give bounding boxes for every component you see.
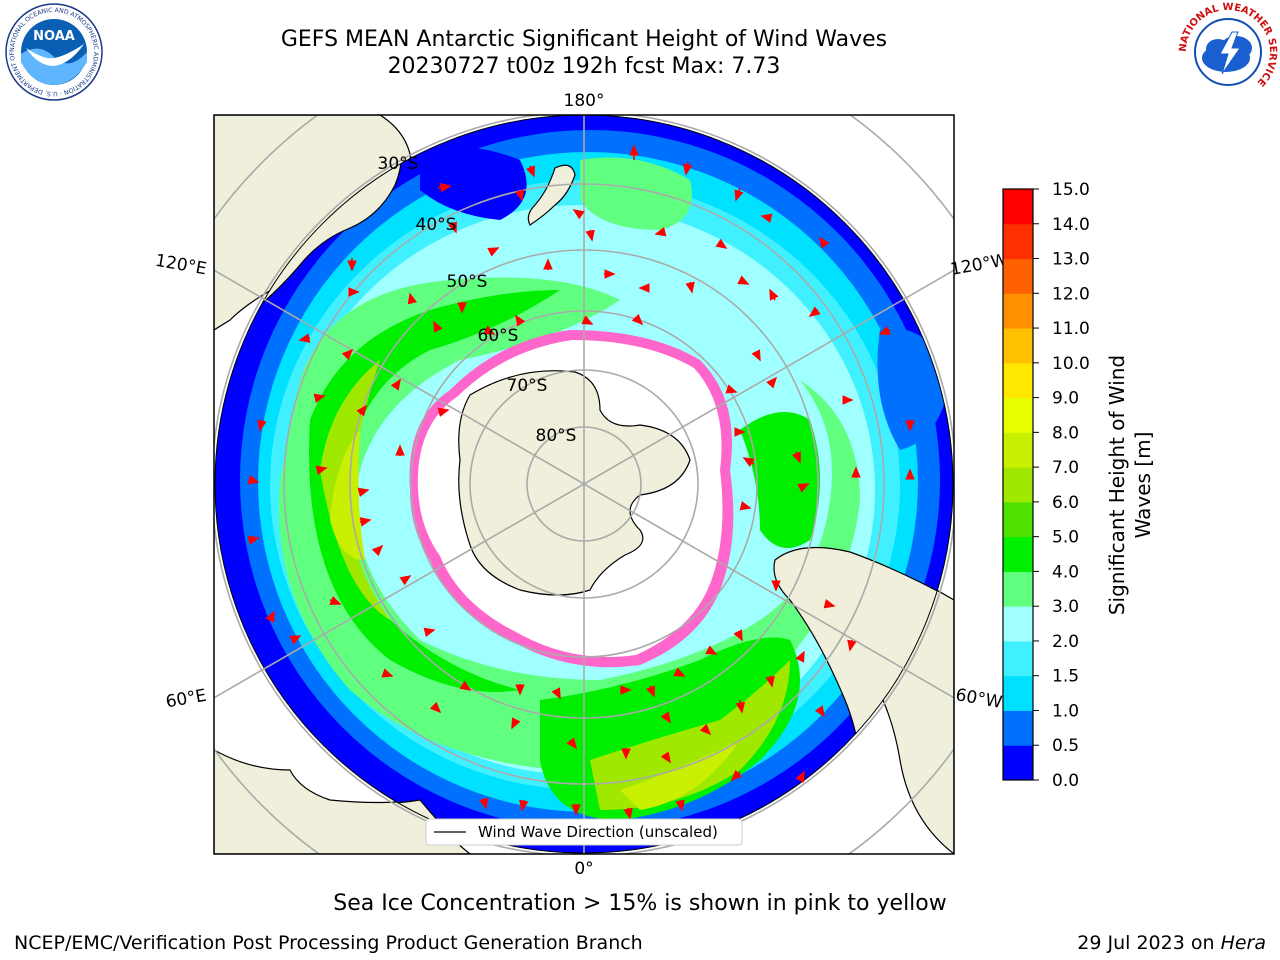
colorbar: 0.0 0.5 1.0 1.5 2.0 3.0 4.0 5.0 6.0 7.0 8.0 9.0 10.0… [1002,180,1090,791]
colorbar-tick-label: 15.0 [1052,180,1090,200]
colorbar-label-line2: Waves [m] [1131,432,1155,539]
sea-ice-note: Sea Ice Concentration > 15% is shown in … [333,891,947,916]
map-legend-label: Wind Wave Direction (unscaled) [478,823,718,841]
colorbar-tick-label: 12.0 [1052,284,1090,304]
colorbar-tick-label: 2.0 [1052,632,1079,652]
colorbar-tick-label: 8.0 [1052,423,1079,443]
colorbar-tick-label: 7.0 [1052,458,1079,478]
colorbar-segment [1003,606,1033,642]
colorbar-segment [1003,640,1033,677]
wave-direction-arrows [247,144,915,820]
lon-label-180: 180° [564,91,605,111]
colorbar-tick-label: 11.0 [1052,319,1090,339]
lon-label-0: 0° [574,859,593,879]
colorbar-tick-label: 9.0 [1052,389,1079,409]
footer-producer: NCEP/EMC/Verification Post Processing Pr… [14,932,643,954]
nws-logo: NATIONAL WEATHER SERVICE [1178,2,1278,100]
lat-label-60s: 60°S [478,326,519,346]
chart-title-line1: GEFS MEAN Antarctic Significant Height o… [280,27,888,52]
colorbar-segment [1003,328,1033,364]
lat-label-70s: 70°S [507,376,548,396]
lat-label-50s: 50°S [447,272,488,292]
map-legend [425,818,743,846]
graticule [214,115,954,854]
footer-system: Hera [1220,932,1266,954]
colorbar-segment [1003,536,1033,572]
footer-date: 29 Jul 2023 on Hera [1077,932,1266,954]
colorbar-segment [1003,189,1033,225]
lat-label-30s: 30°S [378,154,419,174]
colorbar-segment [1003,675,1033,711]
colorbar-segment [1003,362,1033,399]
colorbar-segment [1003,397,1033,433]
colorbar-segment [1003,467,1033,503]
colorbar-tick-label: 4.0 [1052,562,1079,582]
colorbar-segment [1003,710,1033,746]
map-frame [213,114,955,855]
colorbar-tick-label: 0.0 [1052,771,1079,791]
lat-label-80s: 80°S [536,426,577,446]
colorbar-tick-label: 6.0 [1052,493,1079,513]
colorbar-tick-label: 13.0 [1052,250,1090,270]
lon-label-60e: 60°E [164,686,208,713]
noaa-logo: NATIONAL OCEANIC AND ATMOSPHERIC ADMINIS… [4,2,103,101]
lon-label-60w: 60°W [954,685,1004,713]
colorbar-segment [1003,501,1033,538]
svg-text:NOAA: NOAA [33,29,75,44]
colorbar-tick-label: 0.5 [1052,736,1079,756]
colorbar-tick-label: 1.5 [1052,667,1079,687]
colorbar-segment [1003,432,1033,468]
colorbar-tick-label: 1.0 [1052,701,1079,721]
colorbar-tick-label: 5.0 [1052,528,1079,548]
footer-date-text: 29 Jul 2023 on [1077,932,1221,954]
colorbar-segment [1003,745,1033,781]
antarctica [458,370,691,596]
lat-label-40s: 40°S [416,215,457,235]
chart-title-line2: 20230727 t00z 192h fcst Max: 7.73 [387,54,781,79]
colorbar-segment [1003,571,1033,607]
colorbar-segment [1003,293,1033,329]
colorbar-tick-label: 3.0 [1052,597,1079,617]
colorbar-label-line1: Significant Height of Wind [1105,355,1129,615]
colorbar-segment [1003,223,1033,260]
colorbar-tick-label: 14.0 [1052,215,1090,235]
colorbar-segment [1003,258,1033,294]
colorbar-frame [1002,188,1034,781]
lon-label-120w: 120°W [949,250,1010,280]
colorbar-tick-label: 10.0 [1052,354,1090,374]
lon-label-120e: 120°E [154,251,208,280]
